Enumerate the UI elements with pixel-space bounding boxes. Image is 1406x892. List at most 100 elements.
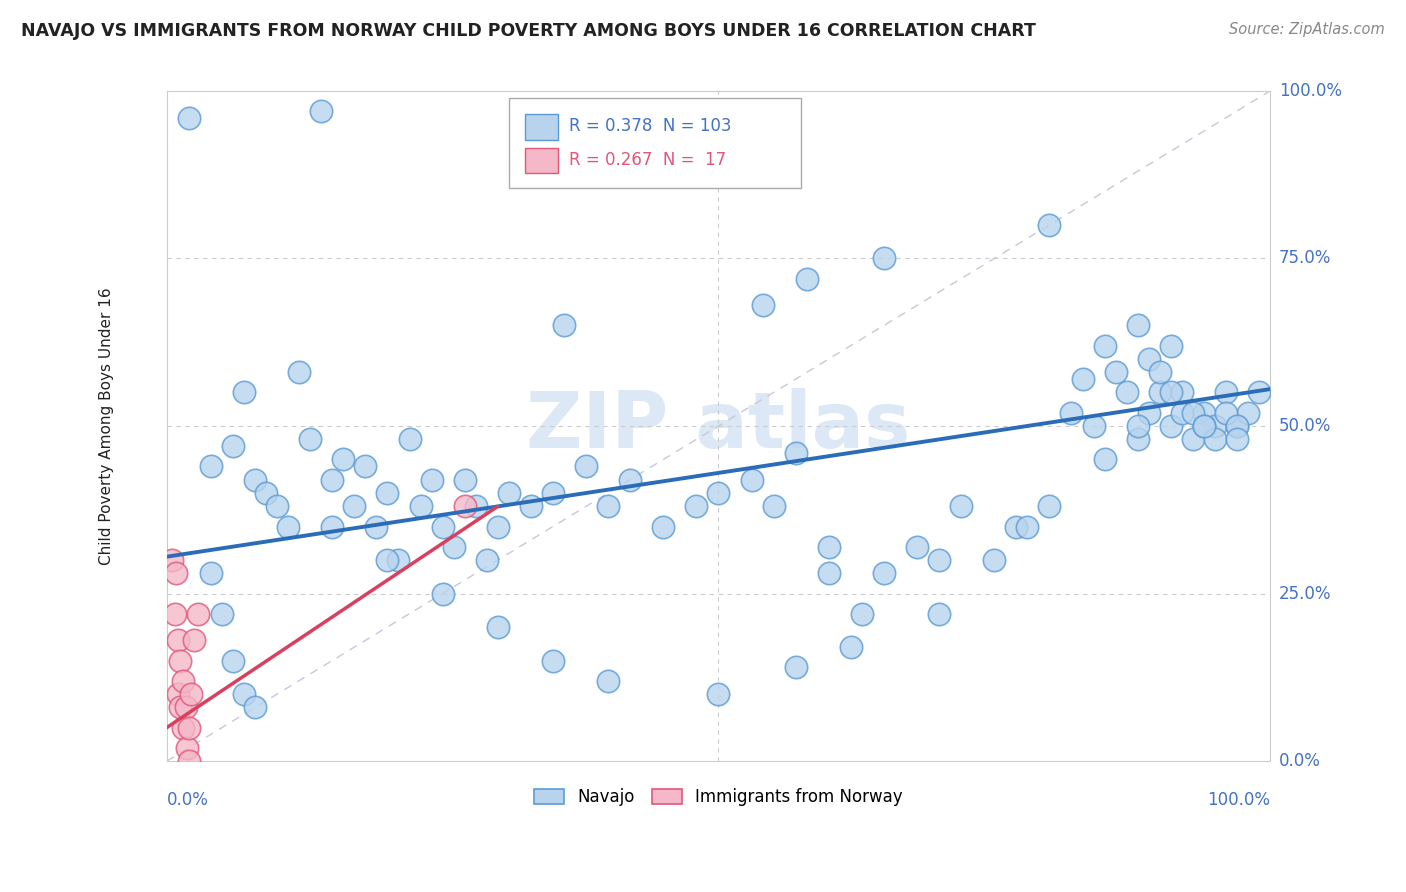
Point bbox=[169, 700, 191, 714]
Point bbox=[180, 687, 202, 701]
Point bbox=[165, 566, 187, 581]
Point bbox=[243, 473, 266, 487]
Point bbox=[166, 633, 188, 648]
Text: 75.0%: 75.0% bbox=[1279, 250, 1331, 268]
Point bbox=[1215, 385, 1237, 400]
Text: Source: ZipAtlas.com: Source: ZipAtlas.com bbox=[1229, 22, 1385, 37]
Point bbox=[266, 500, 288, 514]
Point bbox=[200, 566, 222, 581]
Point bbox=[553, 318, 575, 333]
Point bbox=[377, 553, 399, 567]
Point bbox=[873, 252, 896, 266]
Point bbox=[928, 607, 950, 621]
Point bbox=[598, 673, 620, 688]
Point bbox=[541, 654, 564, 668]
Point bbox=[163, 607, 186, 621]
Point bbox=[222, 439, 245, 453]
Point bbox=[950, 500, 973, 514]
Point bbox=[464, 500, 486, 514]
Point bbox=[796, 271, 818, 285]
Point bbox=[839, 640, 862, 655]
Point bbox=[1237, 406, 1260, 420]
Point bbox=[1160, 419, 1182, 434]
Point bbox=[174, 700, 197, 714]
Point bbox=[332, 452, 354, 467]
Text: 0.0%: 0.0% bbox=[167, 791, 208, 809]
Point bbox=[1017, 519, 1039, 533]
Point bbox=[366, 519, 388, 533]
Text: R = 0.378  N = 103: R = 0.378 N = 103 bbox=[569, 118, 733, 136]
Text: NAVAJO VS IMMIGRANTS FROM NORWAY CHILD POVERTY AMONG BOYS UNDER 16 CORRELATION C: NAVAJO VS IMMIGRANTS FROM NORWAY CHILD P… bbox=[21, 22, 1036, 40]
Point bbox=[1126, 433, 1149, 447]
Point bbox=[354, 459, 377, 474]
Point bbox=[652, 519, 675, 533]
Point bbox=[233, 385, 256, 400]
Point bbox=[277, 519, 299, 533]
Point bbox=[321, 519, 343, 533]
Point bbox=[983, 553, 1005, 567]
Text: R = 0.267  N =  17: R = 0.267 N = 17 bbox=[569, 151, 727, 169]
Point bbox=[1192, 406, 1215, 420]
Point bbox=[176, 740, 198, 755]
Point bbox=[520, 500, 543, 514]
Point bbox=[751, 298, 773, 312]
Point bbox=[1247, 385, 1270, 400]
Point bbox=[420, 473, 443, 487]
Point bbox=[575, 459, 598, 474]
Point bbox=[1160, 385, 1182, 400]
Point bbox=[619, 473, 641, 487]
Point bbox=[1181, 406, 1204, 420]
Point bbox=[200, 459, 222, 474]
Text: ZIP atlas: ZIP atlas bbox=[526, 388, 911, 464]
Point bbox=[233, 687, 256, 701]
Point bbox=[409, 500, 432, 514]
Point bbox=[222, 654, 245, 668]
Point bbox=[486, 620, 509, 634]
Point bbox=[177, 721, 200, 735]
Point bbox=[475, 553, 498, 567]
Bar bbox=[526, 148, 558, 173]
Point bbox=[1137, 406, 1160, 420]
Point bbox=[1171, 385, 1194, 400]
Point bbox=[1171, 406, 1194, 420]
Point bbox=[432, 519, 454, 533]
Point bbox=[343, 500, 366, 514]
Point bbox=[707, 687, 730, 701]
Point bbox=[905, 540, 928, 554]
Point bbox=[243, 700, 266, 714]
Point bbox=[1215, 406, 1237, 420]
Point bbox=[785, 446, 807, 460]
Point bbox=[1115, 385, 1137, 400]
Text: 100.0%: 100.0% bbox=[1279, 82, 1341, 100]
Point bbox=[183, 633, 205, 648]
Point bbox=[851, 607, 873, 621]
Point bbox=[254, 486, 277, 500]
Point bbox=[172, 673, 194, 688]
Point bbox=[685, 500, 707, 514]
Point bbox=[169, 654, 191, 668]
Point bbox=[398, 433, 420, 447]
Point bbox=[498, 486, 520, 500]
Point bbox=[172, 721, 194, 735]
Point bbox=[1137, 351, 1160, 366]
Point bbox=[817, 540, 839, 554]
Bar bbox=[526, 114, 558, 140]
Point bbox=[166, 687, 188, 701]
Point bbox=[377, 486, 399, 500]
Point bbox=[309, 103, 332, 118]
Point bbox=[1226, 419, 1249, 434]
Point bbox=[1226, 419, 1249, 434]
Point bbox=[1126, 318, 1149, 333]
Point bbox=[486, 519, 509, 533]
Point bbox=[387, 553, 409, 567]
Point bbox=[1226, 433, 1249, 447]
Text: Child Poverty Among Boys Under 16: Child Poverty Among Boys Under 16 bbox=[98, 287, 114, 565]
Point bbox=[598, 500, 620, 514]
Point bbox=[873, 566, 896, 581]
Point bbox=[741, 473, 763, 487]
Point bbox=[1094, 338, 1116, 352]
Point bbox=[432, 586, 454, 600]
Point bbox=[785, 660, 807, 674]
Point bbox=[1005, 519, 1028, 533]
Point bbox=[1094, 452, 1116, 467]
